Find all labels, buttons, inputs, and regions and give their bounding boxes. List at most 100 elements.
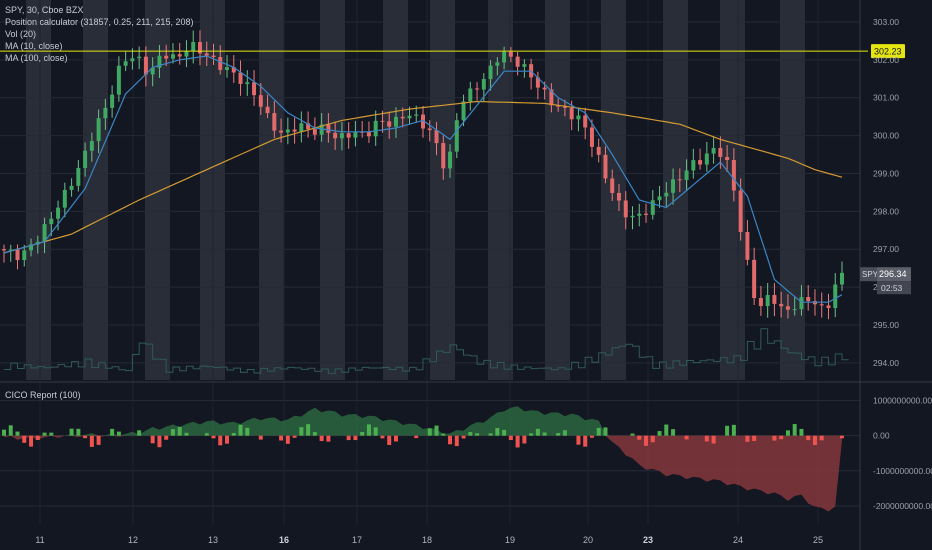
cico-bar [76, 428, 81, 436]
candle [373, 110, 378, 146]
candle-body [245, 82, 250, 84]
candle [252, 70, 257, 106]
legend-line-ma100[interactable]: MA (100, close) [5, 53, 68, 63]
candle-body [448, 151, 453, 169]
cico-bar [664, 424, 669, 436]
candle-body [583, 115, 588, 128]
cico-bar [306, 424, 311, 436]
volume-line [4, 328, 849, 374]
cico-bar [684, 435, 689, 440]
cico-positive-area [4, 406, 842, 436]
candle [184, 40, 189, 68]
candle-body [2, 249, 6, 251]
cico-bar [312, 432, 317, 436]
price-axis-tick: 303.00 [873, 17, 899, 27]
cico-bar [225, 435, 230, 444]
cico-bar [353, 435, 358, 441]
session-band [545, 0, 570, 380]
candle [630, 206, 635, 230]
candle [704, 141, 709, 172]
cico-bar [461, 435, 466, 439]
legend-line-volume[interactable]: Vol (20) [5, 29, 36, 39]
candle-body [339, 133, 344, 139]
candle [725, 145, 730, 173]
candle-body [238, 72, 243, 84]
candle-body [373, 120, 378, 137]
resistance-line[interactable]: 302.23 [0, 44, 905, 59]
candle-body [29, 244, 34, 251]
candle [745, 219, 750, 266]
candle-body [644, 213, 649, 215]
candle-body [785, 306, 790, 310]
candle [657, 185, 662, 208]
candle [698, 148, 703, 170]
candle-body [231, 67, 236, 73]
candle [150, 57, 155, 87]
price-axis-tick: 302.00 [873, 55, 899, 65]
cico-bar [258, 435, 263, 440]
candle [380, 110, 385, 133]
cico-bar [299, 427, 304, 436]
cico-bar [42, 432, 47, 436]
cico-bar [414, 435, 419, 439]
cico-indicator [2, 406, 844, 512]
candle-body [752, 259, 757, 299]
cico-bar [218, 435, 223, 446]
candle [130, 48, 135, 70]
candle-body [157, 55, 162, 68]
cico-bar [387, 435, 392, 445]
candle-body [421, 114, 425, 129]
volume-histogram [4, 328, 849, 374]
candle [758, 285, 763, 316]
price-axis-tick: 299.00 [873, 168, 899, 178]
cico-bar [589, 435, 594, 438]
candle [623, 191, 628, 230]
cico-bar [671, 429, 676, 436]
cico-bar [812, 435, 817, 446]
cico-bar [137, 430, 142, 436]
cico-bar [562, 430, 567, 436]
candle-body [42, 224, 47, 242]
candle-body [779, 303, 784, 307]
candle [475, 82, 480, 101]
candle [272, 101, 277, 138]
candle-body [515, 56, 520, 67]
candle [346, 122, 351, 149]
price-axis-tick: 295.00 [873, 320, 899, 330]
cico-bar [150, 435, 155, 444]
cico-bar [319, 435, 324, 442]
legend-line-ma10[interactable]: MA (10, close) [5, 41, 63, 51]
candle [387, 111, 392, 139]
price-axis-tick: 300.00 [873, 131, 899, 141]
candle-body [116, 65, 121, 95]
candle-body [556, 105, 561, 107]
cico-bar [292, 435, 297, 438]
cico-bar [542, 432, 547, 436]
cico-bar [279, 435, 284, 441]
time-axis-tick: 18 [422, 535, 432, 545]
price-axis-tick: 297.00 [873, 244, 899, 254]
candle-body [333, 132, 338, 139]
cico-title[interactable]: CICO Report (100) [5, 390, 81, 400]
legend-line-position-calculator[interactable]: Position calculator (31857, 0.25, 211, 2… [5, 17, 193, 27]
cico-bar [657, 431, 662, 436]
candle [779, 291, 784, 318]
cico-bar [83, 435, 88, 439]
cico-bar [731, 424, 736, 436]
candle-body [562, 106, 567, 108]
candle-body [671, 179, 676, 193]
candle-body [407, 115, 412, 119]
candle-body [745, 231, 750, 260]
legend-line-symbol[interactable]: SPY, 30, Cboe BZX [5, 5, 83, 15]
candle-body [731, 160, 736, 191]
candle-body [630, 215, 635, 218]
candle-body [603, 154, 608, 179]
candle-body [758, 298, 763, 307]
candle-body [191, 42, 196, 52]
candle [245, 70, 250, 96]
candle [231, 55, 236, 83]
cico-bar [285, 435, 290, 444]
countdown-tag [877, 281, 911, 295]
cico-bar [840, 435, 844, 439]
session-band [26, 0, 51, 380]
